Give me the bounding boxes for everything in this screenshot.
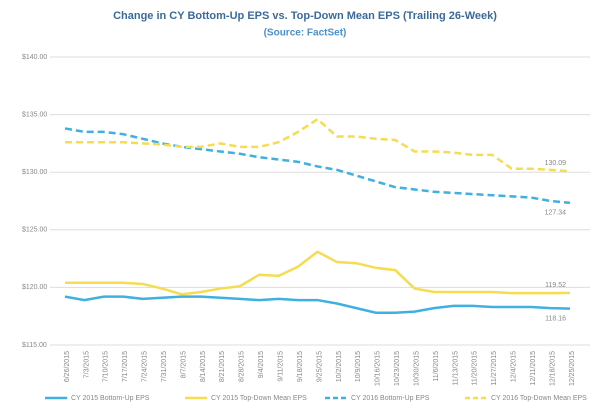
x-tick-label: 7/3/2015 bbox=[83, 351, 90, 378]
end-label: 119.52 bbox=[545, 282, 566, 289]
end-label: 130.09 bbox=[545, 160, 567, 167]
end-label: 118.16 bbox=[545, 315, 566, 322]
x-tick-label: 10/16/2015 bbox=[375, 351, 382, 386]
chart-subtitle: (Source: FactSet) bbox=[264, 28, 347, 39]
x-tick-label: 9/11/2015 bbox=[277, 351, 284, 382]
x-tick-label: 11/13/2015 bbox=[452, 351, 459, 386]
x-tick-label: 12/18/2015 bbox=[549, 351, 556, 386]
x-tick-label: 10/30/2015 bbox=[413, 351, 420, 386]
y-tick-label: $125.00 bbox=[22, 227, 47, 234]
series-line bbox=[64, 295, 571, 314]
x-tick-label: 9/18/2015 bbox=[297, 351, 304, 382]
y-tick-label: $115.00 bbox=[22, 342, 47, 349]
x-tick-label: 11/20/2015 bbox=[472, 351, 479, 386]
x-tick-label: 11/27/2015 bbox=[491, 351, 498, 386]
x-tick-label: 8/28/2015 bbox=[239, 351, 246, 382]
x-tick-label: 12/25/2015 bbox=[569, 351, 576, 386]
legend-label: CY 2016 Top-Down Mean EPS bbox=[491, 395, 587, 402]
chart-title: Change in CY Bottom-Up EPS vs. Top-Down … bbox=[113, 10, 497, 22]
x-tick-label: 7/10/2015 bbox=[103, 351, 110, 382]
legend-label: CY 2015 Bottom-Up EPS bbox=[71, 395, 150, 402]
y-tick-label: $130.00 bbox=[22, 169, 47, 176]
x-tick-label: 7/17/2015 bbox=[122, 351, 129, 382]
x-tick-label: 9/4/2015 bbox=[258, 351, 265, 378]
x-tick-label: 11/6/2015 bbox=[433, 351, 440, 382]
x-tick-label: 10/2/2015 bbox=[336, 351, 343, 382]
x-tick-label: 10/9/2015 bbox=[355, 351, 362, 382]
x-tick-label: 8/21/2015 bbox=[219, 351, 226, 382]
legend-label: CY 2016 Bottom-Up EPS bbox=[351, 395, 430, 402]
series-line bbox=[65, 117, 571, 173]
x-tick-label: 12/4/2015 bbox=[511, 351, 518, 382]
end-label: 127.34 bbox=[545, 210, 567, 217]
x-tick-label: 8/14/2015 bbox=[200, 351, 207, 382]
x-tick-label: 8/7/2015 bbox=[180, 351, 187, 378]
x-tick-label: 6/26/2015 bbox=[64, 351, 71, 382]
x-tick-label: 12/11/2015 bbox=[530, 351, 537, 386]
legend-label: CY 2015 Top-Down Mean EPS bbox=[211, 395, 307, 402]
x-tick-label: 9/25/2015 bbox=[316, 351, 323, 382]
y-tick-label: $135.00 bbox=[22, 111, 47, 118]
x-tick-label: 10/23/2015 bbox=[394, 351, 401, 386]
series-line bbox=[64, 127, 571, 205]
y-tick-label: $120.00 bbox=[22, 284, 47, 291]
x-tick-label: 7/24/2015 bbox=[142, 351, 149, 382]
x-tick-label: 7/31/2015 bbox=[161, 351, 168, 382]
y-tick-label: $140.00 bbox=[22, 54, 47, 61]
series-line bbox=[65, 250, 571, 296]
